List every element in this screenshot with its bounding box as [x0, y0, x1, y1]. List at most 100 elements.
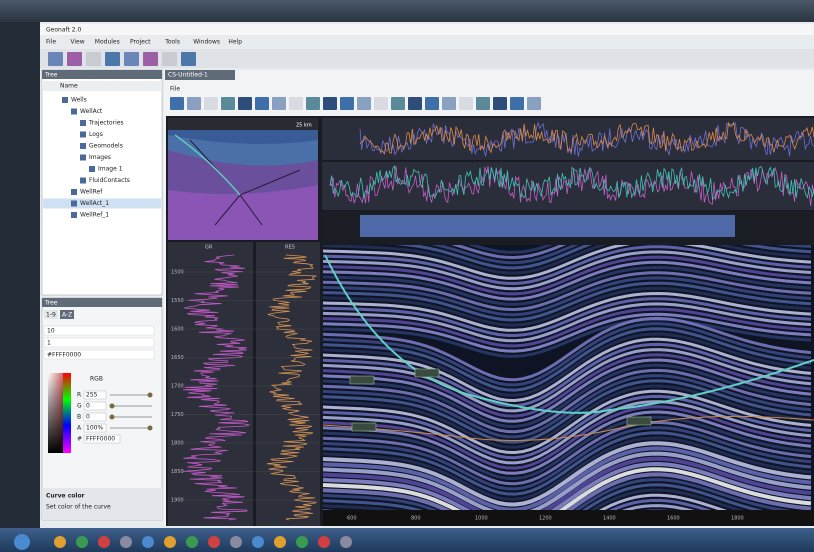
horizon [323, 322, 812, 387]
tree-item[interactable]: WellAct_1 [80, 200, 109, 207]
tool-button[interactable] [442, 97, 456, 110]
menu-item[interactable]: Modules [95, 39, 120, 46]
menu-item[interactable]: View [70, 39, 84, 46]
taskbar-icon[interactable] [274, 536, 286, 548]
tree-item[interactable]: WellRef_1 [80, 212, 109, 219]
taskbar-icon[interactable] [296, 536, 308, 548]
tree-item[interactable]: WellAct [80, 108, 103, 115]
taskbar-icon[interactable] [142, 536, 154, 548]
document-tab[interactable] [165, 70, 235, 80]
taskbar-icon[interactable] [252, 536, 264, 548]
taskbar-icon[interactable] [14, 534, 30, 550]
tool-button[interactable] [425, 97, 439, 110]
tree-icon [71, 108, 77, 115]
tree-item[interactable]: Wells [71, 97, 87, 104]
taskbar-icon[interactable] [120, 536, 132, 548]
tree-item[interactable]: FluidContacts [89, 177, 130, 184]
taskbar-icon[interactable] [98, 536, 110, 548]
tool-button[interactable] [143, 52, 158, 66]
tool-button[interactable] [476, 97, 490, 110]
tool-button[interactable] [459, 97, 473, 110]
tool-button[interactable] [221, 97, 235, 110]
menu-item[interactable]: File [46, 39, 56, 46]
horizon [323, 276, 812, 317]
horizon [323, 415, 812, 481]
menu-item[interactable]: Tools [164, 39, 180, 46]
menu-item[interactable]: Windows [193, 39, 220, 46]
slider-thumb[interactable] [147, 392, 153, 398]
tree-item[interactable]: Image 1 [98, 166, 123, 173]
tool-button[interactable] [86, 52, 101, 66]
map-trajectory [174, 134, 241, 196]
tool-button[interactable] [510, 97, 524, 110]
taskbar-icon[interactable] [208, 536, 220, 548]
prop-row [43, 349, 155, 360]
tree-icon [80, 177, 86, 184]
tool-button[interactable] [48, 52, 63, 66]
horizon [323, 250, 812, 291]
tool-button[interactable] [391, 97, 405, 110]
menu-item[interactable]: Project [130, 39, 151, 46]
tool-button[interactable] [105, 52, 120, 66]
slider-thumb[interactable] [109, 414, 115, 420]
horizon [323, 405, 812, 470]
tool-button[interactable] [187, 97, 201, 110]
tab[interactable] [60, 310, 74, 319]
log-curve [359, 121, 814, 155]
taskbar-icon[interactable] [164, 536, 176, 548]
horizon [323, 436, 812, 501]
horizon [323, 483, 764, 510]
tab[interactable] [44, 310, 58, 319]
tree-icon [62, 97, 68, 103]
tree-item[interactable]: Geomodels [89, 143, 123, 150]
tool-button[interactable] [181, 52, 196, 66]
horizon [323, 312, 812, 353]
tool-button[interactable] [357, 97, 371, 110]
tool-button[interactable] [340, 97, 354, 110]
taskbar-icon[interactable] [76, 536, 88, 548]
tool-button[interactable] [306, 97, 320, 110]
depth-label: 1900 [171, 498, 184, 504]
tool-button[interactable] [238, 97, 252, 110]
tool-button[interactable] [204, 97, 218, 110]
depth-label: 1850 [171, 469, 184, 475]
horizon [323, 271, 812, 312]
tool-button[interactable] [67, 52, 82, 66]
tool-button[interactable] [408, 97, 422, 110]
horizon [323, 379, 812, 444]
log-curve [359, 121, 814, 157]
taskbar-icon[interactable] [186, 536, 198, 548]
taskbar-icon[interactable] [340, 536, 352, 548]
panel-header [42, 298, 162, 307]
tab-title: CS-Untitled-1 [168, 72, 208, 79]
tree-icon [89, 166, 95, 172]
taskbar-icon[interactable] [230, 536, 242, 548]
hue-strip [63, 373, 71, 453]
slider-thumb[interactable] [109, 403, 115, 409]
x-axis [323, 510, 814, 526]
tool-button[interactable] [255, 97, 269, 110]
horizon [323, 426, 812, 491]
tool-button[interactable] [527, 97, 541, 110]
tool-button[interactable] [124, 52, 139, 66]
tool-button[interactable] [162, 52, 177, 66]
document-menu[interactable]: File [170, 86, 180, 93]
tool-button[interactable] [272, 97, 286, 110]
tree-item[interactable]: WellRef [80, 189, 103, 196]
horizon [430, 245, 812, 265]
marker-label [349, 375, 375, 385]
channel-name: # [77, 436, 82, 443]
menu-item[interactable]: Help [228, 39, 242, 46]
taskbar-icon[interactable] [318, 536, 330, 548]
tool-button[interactable] [323, 97, 337, 110]
tree-item[interactable]: Logs [89, 131, 103, 138]
tool-button[interactable] [289, 97, 303, 110]
tree-item[interactable]: Trajectories [88, 120, 124, 127]
slider-thumb[interactable] [147, 425, 153, 431]
tool-button[interactable] [493, 97, 507, 110]
tool-button[interactable] [374, 97, 388, 110]
taskbar-icon[interactable] [54, 536, 66, 548]
tree-item[interactable]: Images [89, 154, 111, 161]
tool-button[interactable] [170, 97, 184, 110]
